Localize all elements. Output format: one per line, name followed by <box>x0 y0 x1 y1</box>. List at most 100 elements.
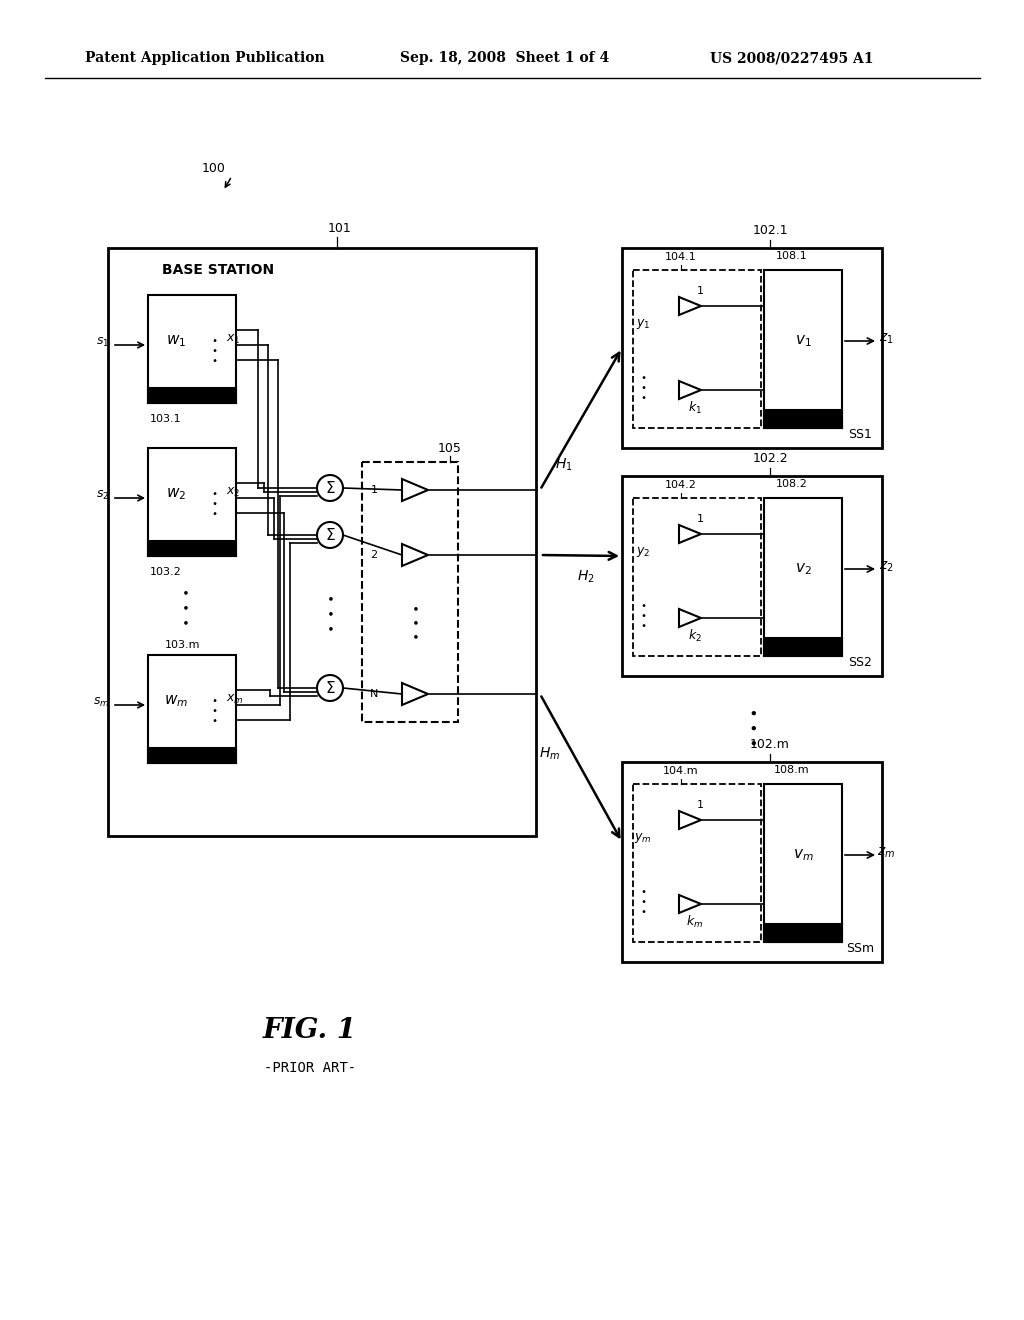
Text: 103.m: 103.m <box>165 640 201 649</box>
Text: $\bullet$: $\bullet$ <box>181 615 188 628</box>
Text: $k_2$: $k_2$ <box>688 628 701 644</box>
Text: $s_1$: $s_1$ <box>96 335 109 348</box>
Text: $\bullet$: $\bullet$ <box>640 371 646 381</box>
Text: 100: 100 <box>202 161 226 174</box>
Text: $\bullet$: $\bullet$ <box>211 487 217 498</box>
Bar <box>764 498 842 656</box>
Text: $y_1$: $y_1$ <box>636 317 650 331</box>
Text: 103.1: 103.1 <box>150 414 181 424</box>
Text: SSm: SSm <box>846 941 874 954</box>
Text: $\bullet$: $\bullet$ <box>211 345 217 354</box>
Text: $x_2$: $x_2$ <box>226 486 241 499</box>
Text: 104.2: 104.2 <box>665 480 697 490</box>
Bar <box>622 477 882 676</box>
Text: N: N <box>370 689 378 700</box>
Text: $\Sigma$: $\Sigma$ <box>325 480 335 496</box>
Text: $v_2$: $v_2$ <box>795 561 811 577</box>
Text: $\bullet$: $\bullet$ <box>181 586 188 598</box>
Text: SS2: SS2 <box>848 656 872 668</box>
Text: $\bullet$: $\bullet$ <box>640 619 646 630</box>
Text: 1: 1 <box>696 800 703 810</box>
Text: $\bullet$: $\bullet$ <box>326 622 334 635</box>
Text: $\bullet$: $\bullet$ <box>326 606 334 619</box>
Text: $\bullet$: $\bullet$ <box>211 507 217 517</box>
Polygon shape <box>679 297 701 315</box>
Text: $x_m$: $x_m$ <box>226 693 244 706</box>
Text: US 2008/0227495 A1: US 2008/0227495 A1 <box>710 51 873 65</box>
Text: $\bullet$: $\bullet$ <box>640 884 646 895</box>
Bar <box>362 462 458 722</box>
Bar <box>764 924 842 942</box>
Text: Sep. 18, 2008  Sheet 1 of 4: Sep. 18, 2008 Sheet 1 of 4 <box>400 51 609 65</box>
Text: $w_m$: $w_m$ <box>164 693 188 709</box>
Text: $\bullet$: $\bullet$ <box>640 381 646 391</box>
Text: $\bullet$: $\bullet$ <box>326 591 334 605</box>
Text: $\bullet$: $\bullet$ <box>181 601 188 614</box>
Text: $y_2$: $y_2$ <box>636 545 650 558</box>
Text: $w_2$: $w_2$ <box>166 486 186 502</box>
Polygon shape <box>679 381 701 399</box>
Polygon shape <box>402 544 428 566</box>
Bar <box>148 388 236 403</box>
Text: 108.2: 108.2 <box>776 479 808 488</box>
Text: $\bullet$: $\bullet$ <box>748 719 757 734</box>
Text: $\bullet$: $\bullet$ <box>640 391 646 401</box>
Text: 1: 1 <box>371 484 378 495</box>
Polygon shape <box>679 609 701 627</box>
Text: $w_1$: $w_1$ <box>166 333 186 348</box>
Text: $H_2$: $H_2$ <box>578 569 595 585</box>
Bar <box>148 655 236 763</box>
Bar <box>148 748 236 763</box>
Text: $\bullet$: $\bullet$ <box>211 704 217 714</box>
Bar <box>148 541 236 556</box>
Text: FIG. 1: FIG. 1 <box>263 1016 357 1044</box>
Bar <box>764 784 842 942</box>
Text: BASE STATION: BASE STATION <box>162 263 274 277</box>
Text: $\bullet$: $\bullet$ <box>411 615 419 628</box>
Text: $\bullet$: $\bullet$ <box>748 734 757 750</box>
Text: $z_2$: $z_2$ <box>879 560 893 574</box>
Text: 101: 101 <box>328 222 352 235</box>
Text: $\bullet$: $\bullet$ <box>640 599 646 609</box>
Polygon shape <box>679 810 701 829</box>
Text: $x_1$: $x_1$ <box>226 333 241 346</box>
Text: $z_1$: $z_1$ <box>879 331 893 346</box>
Text: 105: 105 <box>438 441 462 454</box>
Text: $k_m$: $k_m$ <box>686 913 703 931</box>
Bar <box>633 784 761 942</box>
Text: 103.2: 103.2 <box>150 568 181 577</box>
Text: $\bullet$: $\bullet$ <box>211 498 217 507</box>
Text: $\bullet$: $\bullet$ <box>211 714 217 723</box>
Text: $\bullet$: $\bullet$ <box>640 895 646 906</box>
Text: $\bullet$: $\bullet$ <box>640 906 646 915</box>
Text: $H_m$: $H_m$ <box>540 746 560 762</box>
Polygon shape <box>679 895 701 913</box>
Text: $y_m$: $y_m$ <box>634 832 652 845</box>
Text: $\Sigma$: $\Sigma$ <box>325 527 335 543</box>
Text: $z_m$: $z_m$ <box>877 846 895 861</box>
Bar <box>633 271 761 428</box>
Text: 102.2: 102.2 <box>753 453 787 466</box>
Polygon shape <box>679 525 701 543</box>
Text: 102.m: 102.m <box>750 738 790 751</box>
Polygon shape <box>402 479 428 502</box>
Text: $\bullet$: $\bullet$ <box>748 705 757 719</box>
Text: $v_m$: $v_m$ <box>793 847 813 863</box>
Bar <box>764 411 842 428</box>
Bar <box>622 762 882 962</box>
Bar <box>764 271 842 428</box>
Text: $v_1$: $v_1$ <box>795 333 811 348</box>
Bar <box>148 447 236 556</box>
Text: $s_m$: $s_m$ <box>92 696 109 709</box>
Bar <box>148 294 236 403</box>
Text: 108.m: 108.m <box>774 766 810 775</box>
Bar <box>108 248 536 836</box>
Text: Patent Application Publication: Patent Application Publication <box>85 51 325 65</box>
Bar <box>764 638 842 656</box>
Text: $\bullet$: $\bullet$ <box>211 354 217 364</box>
Bar <box>622 248 882 447</box>
Text: 1: 1 <box>696 513 703 524</box>
Text: SS1: SS1 <box>848 428 872 441</box>
Text: $\bullet$: $\bullet$ <box>211 334 217 345</box>
Text: 108.1: 108.1 <box>776 251 808 261</box>
